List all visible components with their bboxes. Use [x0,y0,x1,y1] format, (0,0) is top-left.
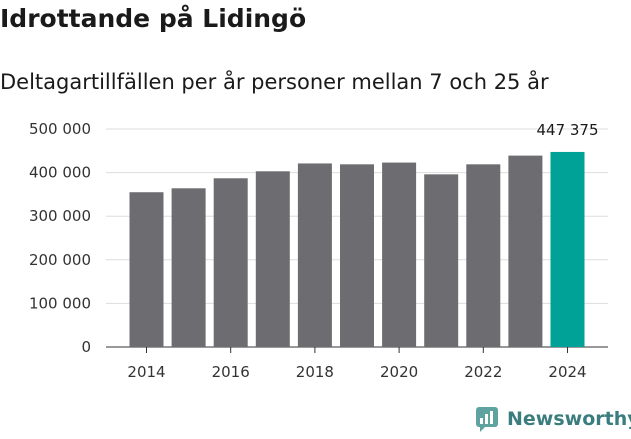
newsworthy-logo-icon [476,407,498,432]
x-tick-label: 2014 [127,363,165,381]
y-tick-label: 300 000 [29,207,91,225]
data-label-2024: 447 375 [536,121,598,139]
bar-2018 [297,163,332,347]
x-tick-label: 2022 [464,363,502,381]
bar-chart: 0 100 000 200 000 300 000 400 000 500 000 201… [29,120,608,381]
x-axis: 2014 2016 2018 2020 2022 2024 [127,347,587,381]
data-labels: 447 375 [536,121,598,139]
bars [129,151,585,347]
y-tick-label: 500 000 [29,120,91,138]
bar-2020 [382,162,417,347]
x-tick-label: 2018 [296,363,334,381]
bar-2017 [255,171,290,347]
bar-2014 [129,192,164,347]
y-tick-label: 0 [81,338,91,356]
bar-2015 [171,188,206,347]
x-tick-label: 2024 [548,363,586,381]
bar-2022 [466,164,501,347]
x-tick-label: 2016 [212,363,250,381]
chart-subtitle: Deltagartillfällen per år personer mella… [0,70,549,94]
bar-2019 [340,164,374,347]
brand-name: Newsworthy [507,408,631,430]
newsworthy-brand: Newsworthy [475,406,631,432]
y-tick-label: 400 000 [29,164,91,182]
bar-2016 [213,178,248,347]
y-tick-label: 200 000 [29,251,91,269]
x-tick-label: 2020 [380,363,418,381]
y-tick-label: 100 000 [29,294,91,312]
chart-title: Idrottande på Lidingö [0,4,307,33]
bar-2024 [550,151,585,347]
bar-2023 [508,155,543,347]
bar-2021 [424,174,459,347]
y-axis: 0 100 000 200 000 300 000 400 000 500 000 [29,120,91,356]
